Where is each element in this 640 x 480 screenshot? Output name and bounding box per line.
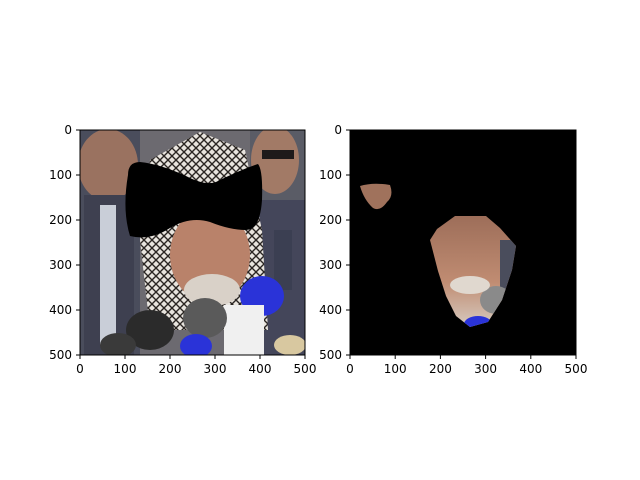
left-y-tick-label: 200	[49, 213, 72, 227]
mask-shape	[125, 162, 263, 238]
right-x-tick-label: 500	[565, 362, 588, 376]
right-x-tick-label: 0	[346, 362, 354, 376]
right-x-tick-label: 300	[474, 362, 497, 376]
left-x-tick-label: 300	[204, 362, 227, 376]
left-y-tick-label: 500	[49, 348, 72, 362]
left-x-tick-label: 200	[159, 362, 182, 376]
left-y-tick-label: 300	[49, 258, 72, 272]
left-y-tick-label: 400	[49, 303, 72, 317]
left-axes-frame	[79, 129, 306, 356]
right-y-tick-label: 200	[319, 213, 342, 227]
left-x-tick-label: 100	[114, 362, 137, 376]
left-image	[80, 130, 305, 355]
right-x-tick-label: 400	[519, 362, 542, 376]
tick-layer: 0 100 200 300 400 500 0 100 200 300 400 500 0 100 200 3…	[49, 123, 587, 376]
left-x-tick-label: 500	[294, 362, 317, 376]
right-y-tick-label: 300	[319, 258, 342, 272]
left-y-tick-label: 0	[64, 123, 72, 137]
right-x-tick-label: 100	[384, 362, 407, 376]
right-y-tick-label: 0	[334, 123, 342, 137]
right-x-tick-label: 200	[429, 362, 452, 376]
left-y-tick-label: 100	[49, 168, 72, 182]
right-y-tick-label: 400	[319, 303, 342, 317]
left-x-tick-label: 400	[249, 362, 272, 376]
right-axes-frame	[349, 129, 577, 356]
right-y-tick-label: 500	[319, 348, 342, 362]
right-image	[350, 130, 576, 355]
small-skin-fragment	[360, 183, 392, 210]
left-x-tick-label: 0	[76, 362, 84, 376]
right-y-tick-label: 100	[319, 168, 342, 182]
